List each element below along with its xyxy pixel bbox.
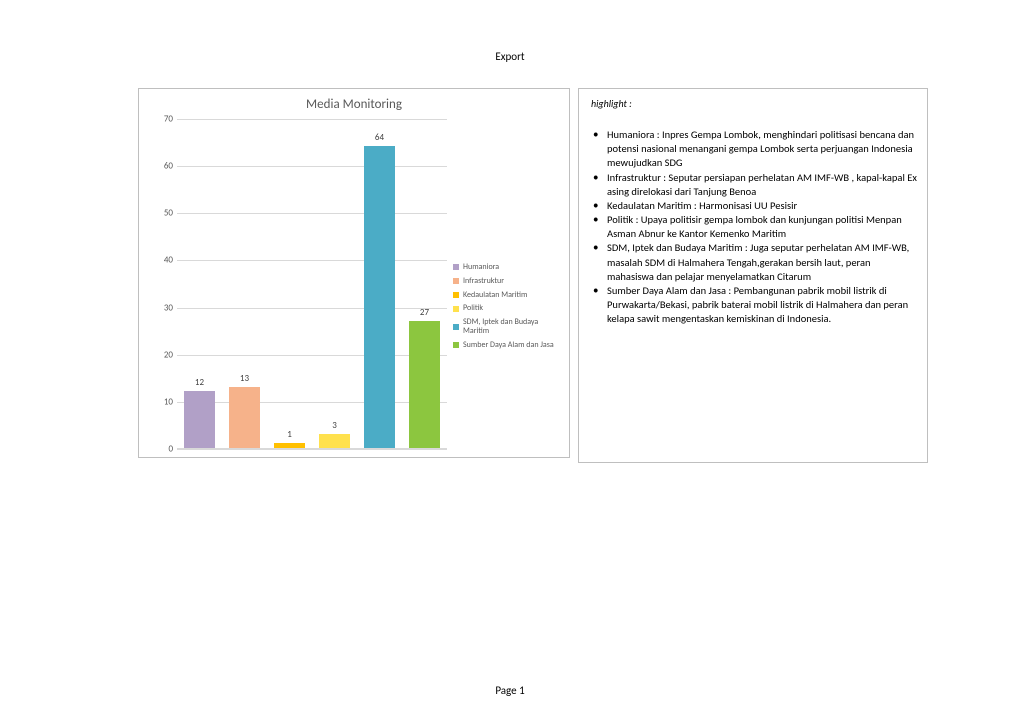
chart-ytick: 10 xyxy=(157,396,173,407)
chart-bar-label: 64 xyxy=(364,132,395,143)
legend-label: Politik xyxy=(463,304,483,313)
chart-bar: 27 xyxy=(409,321,440,448)
chart-title: Media Monitoring xyxy=(139,89,569,112)
chart-ytick: 70 xyxy=(157,114,173,125)
highlight-item: Infrastruktur : Seputar persiapan perhel… xyxy=(607,171,917,199)
chart-ytick: 20 xyxy=(157,349,173,360)
legend-swatch xyxy=(453,292,459,298)
chart-plot-wrap: 0102030405060701213136427 HumanioraInfra… xyxy=(157,119,553,449)
chart-gridline xyxy=(177,308,447,309)
legend-label: Kedaulatan Maritim xyxy=(463,291,527,300)
chart-ytick: 40 xyxy=(157,255,173,266)
highlight-panel: highlight : Humaniora : Inpres Gempa Lom… xyxy=(578,88,928,463)
legend-item: Humaniora xyxy=(453,263,561,272)
legend-label: Humaniora xyxy=(463,263,499,272)
highlight-list: Humaniora : Inpres Gempa Lombok, menghin… xyxy=(591,128,917,326)
chart-ytick: 50 xyxy=(157,208,173,219)
legend-item: Infrastruktur xyxy=(453,277,561,286)
chart-ytick: 60 xyxy=(157,161,173,172)
highlight-item: Kedaulatan Maritim : Harmonisasi UU Pesi… xyxy=(607,199,917,213)
chart-legend: Humaniora Infrastruktur Kedaulatan Maritim… xyxy=(453,263,561,355)
highlight-item: Humaniora : Inpres Gempa Lombok, menghin… xyxy=(607,128,917,171)
legend-label: Sumber Daya Alam dan Jasa xyxy=(463,341,554,350)
chart-gridline xyxy=(177,355,447,356)
chart-gridline xyxy=(177,119,447,120)
legend-swatch xyxy=(453,342,459,348)
chart-gridline xyxy=(177,213,447,214)
chart-bar: 64 xyxy=(364,146,395,448)
chart-plot-area: 0102030405060701213136427 xyxy=(177,119,447,449)
chart-bar-label: 27 xyxy=(409,307,440,318)
legend-label: SDM, Iptek dan Budaya Maritim xyxy=(463,318,561,336)
chart-gridline xyxy=(177,166,447,167)
page-header: Export xyxy=(0,50,1020,63)
legend-swatch xyxy=(453,306,459,312)
chart-bar-label: 12 xyxy=(184,377,215,388)
chart-panel: Media Monitoring 01020304050607012131364… xyxy=(138,88,570,458)
chart-gridline xyxy=(177,260,447,261)
legend-item: Politik xyxy=(453,304,561,313)
chart-gridline xyxy=(177,449,447,450)
legend-swatch xyxy=(453,278,459,284)
legend-item: Sumber Daya Alam dan Jasa xyxy=(453,341,561,350)
chart-bar-label: 3 xyxy=(319,420,350,431)
highlight-item: SDM, Iptek dan Budaya Maritim : Juga sep… xyxy=(607,241,917,284)
chart-ytick: 30 xyxy=(157,302,173,313)
chart-bar-label: 13 xyxy=(229,373,260,384)
chart-bar-label: 1 xyxy=(274,429,305,440)
legend-swatch xyxy=(453,324,459,330)
legend-item: SDM, Iptek dan Budaya Maritim xyxy=(453,318,561,336)
chart-bar: 13 xyxy=(229,387,260,448)
chart-bar: 12 xyxy=(184,391,215,448)
chart-bar: 1 xyxy=(274,443,305,448)
highlight-item: Politik : Upaya politisir gempa lombok d… xyxy=(607,213,917,241)
highlight-item: Sumber Daya Alam dan Jasa : Pembangunan … xyxy=(607,284,917,327)
content-row: Media Monitoring 01020304050607012131364… xyxy=(138,88,928,463)
chart-bar: 3 xyxy=(319,434,350,448)
legend-label: Infrastruktur xyxy=(463,277,504,286)
legend-swatch xyxy=(453,264,459,270)
page-footer: Page 1 xyxy=(0,684,1020,697)
chart-gridline xyxy=(177,402,447,403)
highlight-title: highlight : xyxy=(591,97,917,110)
legend-item: Kedaulatan Maritim xyxy=(453,291,561,300)
chart-ytick: 0 xyxy=(157,444,173,455)
